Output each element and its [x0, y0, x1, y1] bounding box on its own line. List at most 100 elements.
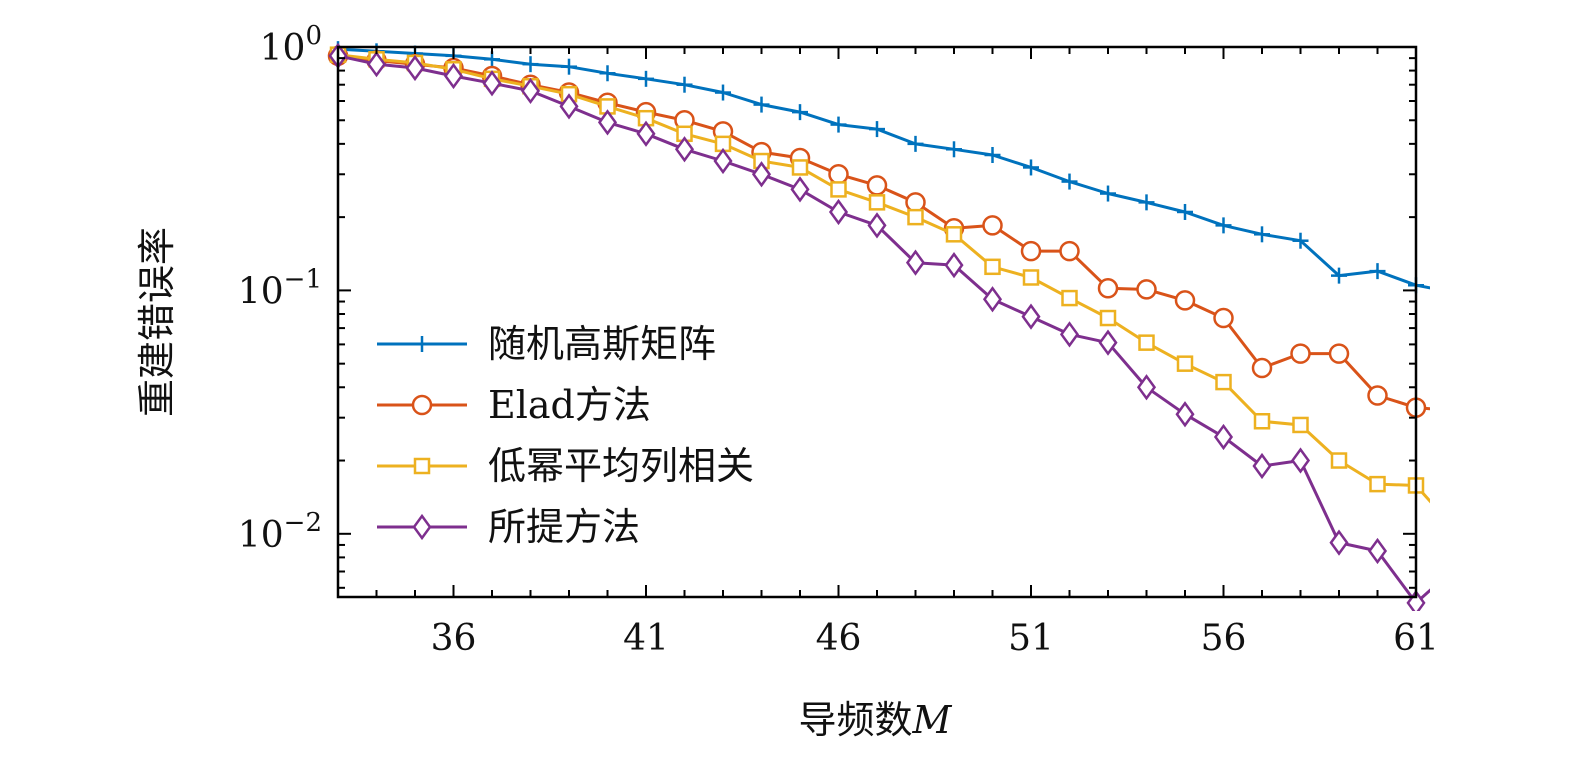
series-4-point	[944, 252, 964, 279]
series-3-point	[1292, 416, 1309, 434]
legend-item-2-swatch-marker	[411, 394, 433, 416]
series-1-point	[1138, 194, 1155, 211]
series-3-point	[1176, 355, 1194, 372]
series-3-point	[830, 181, 847, 198]
series-4-point	[1059, 321, 1080, 348]
series-2-point	[866, 175, 888, 196]
series-4-point	[1021, 303, 1041, 330]
series-4-point	[867, 212, 887, 239]
series-1-point	[984, 146, 1001, 163]
series-4-point	[1098, 329, 1118, 356]
series-1-point	[1292, 232, 1309, 249]
series-1-point	[1447, 285, 1463, 301]
series-4-point	[443, 62, 464, 90]
series-1-point	[638, 70, 654, 87]
series-2-point	[1059, 240, 1080, 262]
legend-item-1-label: 随机高斯矩阵	[488, 322, 716, 366]
series-2-point	[905, 192, 926, 213]
series-4-point	[1367, 537, 1388, 565]
x-tick-label: 46	[816, 618, 862, 659]
series-4-point	[366, 51, 387, 78]
series-1-point	[1100, 185, 1116, 202]
series-4-point	[482, 70, 502, 97]
series-3-point	[1448, 522, 1462, 536]
x-tick-label: 36	[431, 618, 477, 659]
series-4-point	[1290, 447, 1311, 474]
series-1-point	[522, 56, 539, 73]
series-3-point	[907, 208, 924, 226]
legend-item-3-label: 低幂平均列相关	[488, 444, 754, 488]
series-2-point	[1213, 307, 1234, 329]
series-3-point	[1061, 289, 1078, 307]
series-4-point	[905, 249, 926, 276]
series-1-point	[1061, 173, 1078, 190]
series-1-point	[869, 121, 885, 138]
series-4-point	[1175, 401, 1195, 428]
series-3-point	[1215, 373, 1232, 391]
series-2-point	[1020, 240, 1042, 262]
series-3-point	[984, 258, 1001, 276]
series-2-point	[982, 215, 1003, 236]
series-1-point	[1023, 159, 1039, 176]
series-1-point	[676, 76, 693, 93]
series-3-point	[1253, 413, 1271, 430]
series-4-point	[790, 176, 810, 203]
series-2-point	[1251, 357, 1273, 379]
x-tick-label: 61	[1393, 618, 1439, 659]
series-2-point	[1136, 279, 1157, 300]
series-4-point	[674, 136, 695, 163]
series-4-point	[828, 198, 849, 226]
series-4-point	[1447, 558, 1463, 580]
series-1-point	[830, 116, 847, 133]
series-4-point	[713, 147, 733, 175]
series-1-point	[1254, 226, 1270, 243]
series-1-point	[792, 104, 808, 121]
series-2-point	[1174, 290, 1196, 311]
y-tick-label: 10−2	[238, 508, 322, 556]
series-3-point	[1330, 452, 1348, 469]
series-1-point	[715, 84, 731, 101]
legend-item-4-label: 所提方法	[488, 505, 640, 549]
series-2-point	[828, 164, 849, 185]
series-3-point	[1138, 334, 1155, 351]
series-1-point	[1177, 203, 1193, 220]
series-2-point	[1446, 402, 1464, 420]
series-4-point	[1329, 529, 1349, 556]
series-3-point	[1369, 475, 1386, 493]
series-4-point	[982, 286, 1003, 313]
series-4-point	[1252, 452, 1272, 480]
legend-item-2-label: Elad方法	[488, 383, 651, 427]
legend-item-4-swatch-marker	[412, 513, 432, 541]
series-1-point	[1369, 263, 1386, 280]
series-4-point	[559, 93, 579, 120]
series-4-point	[520, 77, 541, 105]
series-3-point	[791, 159, 809, 176]
x-tick-label: 51	[1008, 618, 1054, 659]
legend-item-3-swatch-marker	[413, 457, 431, 475]
plot-area	[338, 47, 1416, 597]
x-axis-label: 导频数M	[799, 698, 953, 742]
series-1-point	[753, 96, 770, 113]
series-1-point	[561, 58, 577, 75]
series-4-point	[405, 54, 425, 82]
series-2-point	[1097, 278, 1119, 299]
series-3-point	[945, 226, 963, 243]
series-1-point	[1215, 217, 1232, 234]
series-1-point	[599, 65, 616, 82]
series-1-point	[1331, 267, 1347, 284]
series-3-point	[868, 194, 886, 211]
x-tick-label: 56	[1201, 618, 1247, 659]
series-2-point	[1290, 343, 1311, 364]
series-4-point	[1136, 374, 1157, 401]
series-4-point	[636, 120, 656, 147]
series-2-point	[1328, 343, 1350, 364]
series-4-point	[597, 109, 618, 136]
series-4-point	[751, 161, 772, 188]
y-tick-label: 10−1	[238, 264, 322, 312]
legend-item-1-swatch-marker	[414, 336, 430, 352]
series-3-point	[1099, 309, 1117, 327]
series-1-point	[946, 141, 962, 158]
y-tick-label: 100	[260, 21, 322, 69]
